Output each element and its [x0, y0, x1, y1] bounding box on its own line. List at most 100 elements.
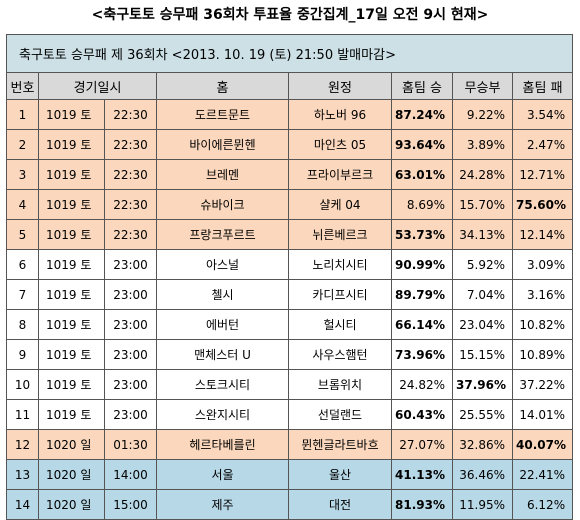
cell-date: 1019 토 [38, 129, 105, 160]
cell-draw: 25.55% [452, 399, 513, 430]
cell-home-win: 81.93% [391, 489, 453, 520]
cell-away-team: 프라이부르크 [288, 159, 392, 190]
table-row: 9 1019 토 23:00 맨체스터 U 사우스햄턴 73.96% 15.15% 10.89… [6, 339, 574, 370]
cell-home-loss: 14.01% [511, 399, 574, 430]
cell-date: 1020 일 [38, 429, 105, 460]
cell-draw: 24.28% [452, 159, 513, 190]
table-row: 7 1019 토 23:00 첼시 카디프시티 89.79% 7.04% 3.16% [6, 279, 574, 310]
cell-home-team: 슈바이크 [156, 189, 289, 220]
cell-time: 23:00 [104, 369, 157, 400]
cell-date: 1019 토 [38, 249, 105, 280]
cell-date: 1019 토 [38, 159, 105, 190]
cell-home-loss: 75.60% [511, 189, 574, 220]
cell-time: 22:30 [104, 129, 157, 160]
cell-draw: 7.04% [452, 279, 513, 310]
header-home-win: 홈팀 승 [391, 72, 453, 100]
cell-away-team: 노리치시티 [288, 249, 392, 280]
header-home: 홈 [156, 72, 289, 100]
cell-away-team: 대전 [288, 489, 392, 520]
cell-date: 1019 토 [38, 369, 105, 400]
table-row: 2 1019 토 22:30 바이에른뮌헨 마인츠 05 93.64% 3.89% 2.47% [6, 129, 574, 160]
cell-num: 9 [6, 339, 39, 370]
cell-home-team: 헤르타베를린 [156, 429, 289, 460]
cell-home-team: 에버턴 [156, 309, 289, 340]
cell-date: 1019 토 [38, 339, 105, 370]
cell-num: 11 [6, 399, 39, 430]
cell-home-team: 브레멘 [156, 159, 289, 190]
cell-num: 14 [6, 489, 39, 520]
cell-home-team: 스완지시티 [156, 399, 289, 430]
cell-num: 4 [6, 189, 39, 220]
cell-date: 1019 토 [38, 99, 105, 130]
header-num: 번호 [6, 72, 39, 100]
cell-home-win: 41.13% [391, 459, 453, 490]
cell-num: 7 [6, 279, 39, 310]
cell-home-team: 프랑크푸르트 [156, 219, 289, 250]
cell-home-team: 서울 [156, 459, 289, 490]
cell-home-loss: 12.14% [511, 219, 574, 250]
cell-num: 1 [6, 99, 39, 130]
cell-home-win: 73.96% [391, 339, 453, 370]
cell-home-loss: 3.54% [511, 99, 574, 130]
cell-home-loss: 6.12% [511, 489, 574, 520]
header-home-loss: 홈팀 패 [511, 72, 574, 100]
page-title: <축구토토 승무패 36회차 투표율 중간집계_17일 오전 9시 현재> [91, 7, 489, 23]
cell-home-loss: 10.89% [511, 339, 574, 370]
cell-home-win: 8.69% [391, 189, 453, 220]
cell-away-team: 뮌헨글라트바흐 [288, 429, 392, 460]
cell-draw: 9.22% [452, 99, 513, 130]
cell-away-team: 브롬위치 [288, 369, 392, 400]
cell-away-team: 사우스햄턴 [288, 339, 392, 370]
cell-date: 1019 토 [38, 309, 105, 340]
cell-draw: 15.70% [452, 189, 513, 220]
cell-home-team: 제주 [156, 489, 289, 520]
cell-home-win: 87.24% [391, 99, 453, 130]
table-caption: 축구토토 승무패 제 36회차 <2013. 10. 19 (토) 21:50 … [5, 34, 574, 73]
table-row: 4 1019 토 22:30 슈바이크 샬케 04 8.69% 15.70% 75.60% [6, 189, 574, 220]
cell-time: 01:30 [104, 429, 157, 460]
cell-home-loss: 3.09% [511, 249, 574, 280]
cell-time: 22:30 [104, 219, 157, 250]
cell-home-win: 60.43% [391, 399, 453, 430]
cell-num: 10 [6, 369, 39, 400]
cell-date: 1019 토 [38, 279, 105, 310]
cell-time: 23:00 [104, 249, 157, 280]
cell-num: 3 [6, 159, 39, 190]
table-row: 8 1019 토 23:00 에버턴 헐시티 66.14% 23.04% 10.82% [6, 309, 574, 340]
cell-away-team: 카디프시티 [288, 279, 392, 310]
header-datetime: 경기일시 [38, 72, 157, 100]
cell-home-win: 24.82% [391, 369, 453, 400]
table-row: 1 1019 토 22:30 도르트문트 하노버 96 87.24% 9.22% 3.54% [6, 99, 574, 130]
header-draw: 무승부 [452, 72, 513, 100]
cell-away-team: 선덜랜드 [288, 399, 392, 430]
cell-date: 1019 토 [38, 219, 105, 250]
cell-num: 8 [6, 309, 39, 340]
cell-draw: 37.96% [452, 369, 513, 400]
cell-away-team: 하노버 96 [288, 99, 392, 130]
cell-away-team: 뉘른베르크 [288, 219, 392, 250]
table-row: 12 1020 일 01:30 헤르타베를린 뮌헨글라트바흐 27.07% 32.86% 40… [6, 429, 574, 460]
cell-date: 1019 토 [38, 189, 105, 220]
cell-draw: 15.15% [452, 339, 513, 370]
cell-date: 1019 토 [38, 399, 105, 430]
cell-away-team: 마인츠 05 [288, 129, 392, 160]
cell-num: 5 [6, 219, 39, 250]
cell-home-team: 맨체스터 U [156, 339, 289, 370]
cell-home-team: 아스널 [156, 249, 289, 280]
cell-time: 23:00 [104, 339, 157, 370]
table-row: 5 1019 토 22:30 프랑크푸르트 뉘른베르크 53.73% 34.13% 12.14… [6, 219, 574, 250]
cell-draw: 23.04% [452, 309, 513, 340]
cell-home-win: 63.01% [391, 159, 453, 190]
table-row: 11 1019 토 23:00 스완지시티 선덜랜드 60.43% 25.55% 14.01% [6, 399, 574, 430]
header-away: 원정 [288, 72, 392, 100]
cell-home-team: 스토크시티 [156, 369, 289, 400]
cell-draw: 32.86% [452, 429, 513, 460]
cell-home-win: 89.79% [391, 279, 453, 310]
cell-num: 12 [6, 429, 39, 460]
cell-home-loss: 10.82% [511, 309, 574, 340]
cell-date: 1020 일 [38, 459, 105, 490]
cell-home-win: 27.07% [391, 429, 453, 460]
table-row: 10 1019 토 23:00 스토크시티 브롬위치 24.82% 37.96% 37.22% [6, 369, 574, 400]
cell-time: 22:30 [104, 99, 157, 130]
cell-home-loss: 22.41% [511, 459, 574, 490]
